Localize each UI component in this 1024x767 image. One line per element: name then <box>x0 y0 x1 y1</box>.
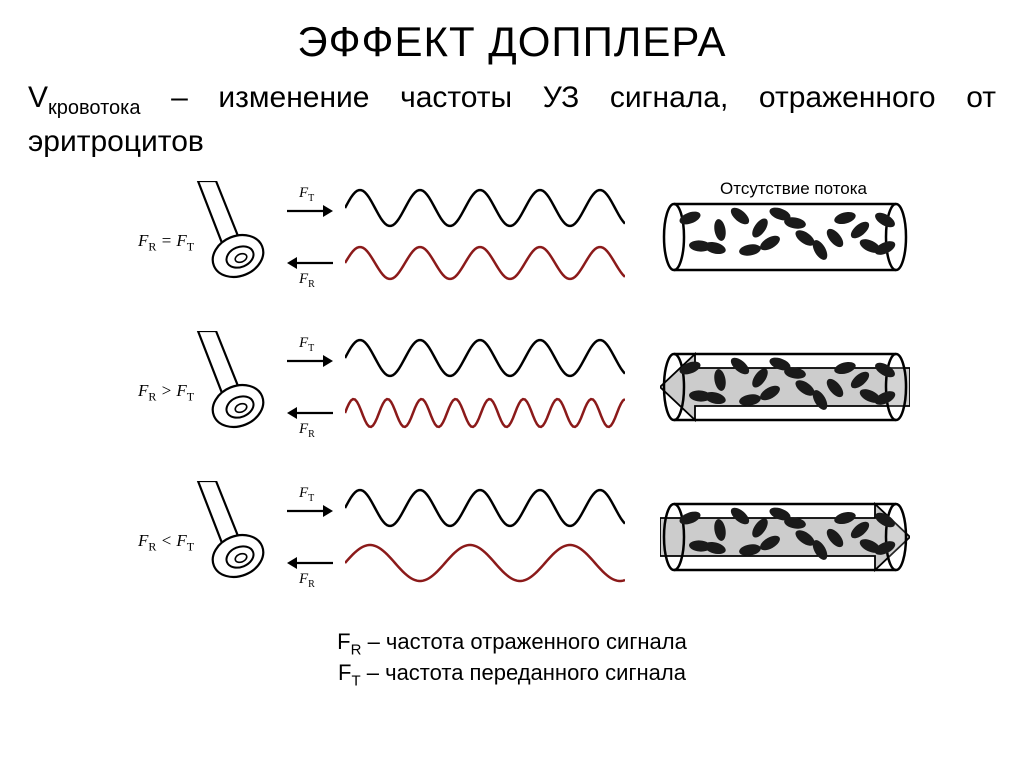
legend-fr-sym: F <box>337 629 350 654</box>
legend-fr: FR – частота отраженного сигнала <box>0 628 1024 660</box>
reflected-wave <box>345 538 625 593</box>
legend-fr-sub: R <box>351 641 362 658</box>
equation-2: FR > FT <box>138 381 194 404</box>
blood-vessel <box>660 198 910 281</box>
transmitted-wave <box>345 483 625 538</box>
fr-arrow: FR <box>285 403 335 428</box>
blood-vessel <box>660 348 910 431</box>
legend-ft-sub: T <box>351 673 360 690</box>
v-letter: V <box>28 81 48 114</box>
subtitle: Vкровотока – изменение частоты УЗ сигнал… <box>0 66 1024 163</box>
ft-arrow: FT <box>285 501 335 526</box>
diagram-row-2: FR > FT FT FR <box>0 323 1024 463</box>
equation-3: FR < FT <box>138 531 194 554</box>
ft-arrow: FT <box>285 201 335 226</box>
fr-arrow: FR <box>285 553 335 578</box>
diagram-area: Отсутствие потока FR = FTFTFRFR > FTFTFR… <box>0 173 1024 613</box>
diagram-row-3: FR < FT FT FR <box>0 473 1024 613</box>
reflected-wave <box>345 388 625 443</box>
subtitle-rest: – изменение частоты УЗ сигнала, отраженн… <box>28 81 996 158</box>
legend-ft-text: – частота переданного сигнала <box>361 660 686 685</box>
legend-ft: FT – частота переданного сигнала <box>0 659 1024 691</box>
fr-arrow: FR <box>285 253 335 278</box>
v-subscript: кровотока <box>48 97 140 119</box>
legend-ft-sym: F <box>338 660 351 685</box>
legend-fr-text: – частота отраженного сигнала <box>361 629 686 654</box>
blood-vessel <box>660 498 910 581</box>
probe-icon <box>188 181 278 296</box>
probe-icon <box>188 481 278 596</box>
diagram-row-1: FR = FT FT FR <box>0 173 1024 313</box>
transmitted-wave <box>345 183 625 238</box>
equation-1: FR = FT <box>138 231 194 254</box>
reflected-wave <box>345 238 625 293</box>
legend: FR – частота отраженного сигнала FT – ча… <box>0 628 1024 692</box>
ft-arrow: FT <box>285 351 335 376</box>
transmitted-wave <box>345 333 625 388</box>
probe-icon <box>188 331 278 446</box>
page-title: ЭФФЕКТ ДОППЛЕРА <box>0 0 1024 66</box>
